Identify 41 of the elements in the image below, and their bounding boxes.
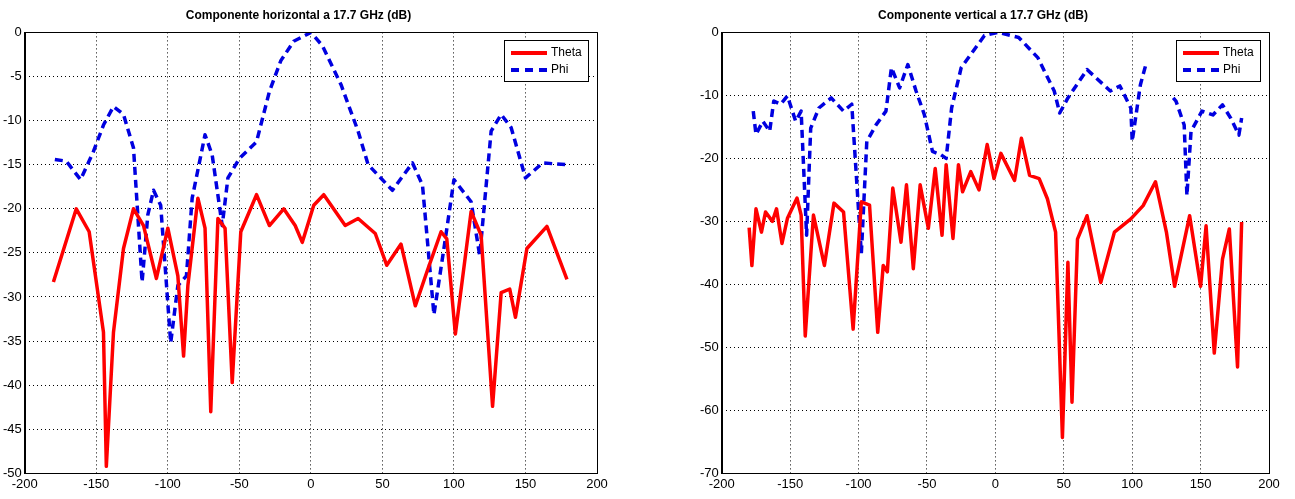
x-tick-label: 200 <box>1258 475 1280 491</box>
x-tick-label: -100 <box>154 475 181 491</box>
chart-title: Componente vertical a 17.7 GHz (dB) <box>877 7 1089 22</box>
chart-title: Componente horizontal a 17.7 GHz (dB) <box>185 7 412 22</box>
y-tick-label: -40 <box>2 376 22 392</box>
y-tick-label: -45 <box>2 420 22 436</box>
x-tick-label: 50 <box>1056 475 1072 491</box>
y-tick-label: 0 <box>14 23 22 39</box>
x-tick-label: 100 <box>443 475 465 491</box>
x-tick-label: 100 <box>1121 475 1144 491</box>
x-tick-label: 0 <box>307 475 315 491</box>
x-tick-label: -150 <box>83 475 110 491</box>
y-tick-label: -25 <box>2 244 22 260</box>
y-tick-label: -10 <box>2 112 22 128</box>
y-tick-label: -35 <box>2 332 22 348</box>
legend-label: Phi <box>1223 61 1241 79</box>
y-tick-label: -20 <box>2 200 22 216</box>
y-tick-label: -60 <box>699 401 719 417</box>
y-tick-label: -20 <box>699 149 719 165</box>
legend-label: Theta <box>1223 44 1254 62</box>
x-tick-label: 150 <box>1189 475 1212 491</box>
y-tick-label: -40 <box>699 275 719 291</box>
y-tick-label: -30 <box>699 212 719 228</box>
y-tick-label: -15 <box>2 156 22 172</box>
x-tick-label: -50 <box>229 475 249 491</box>
x-tick-label: 200 <box>586 475 608 491</box>
x-tick-label: -50 <box>917 475 937 491</box>
x-tick-label: -100 <box>845 475 872 491</box>
y-tick-label: -30 <box>2 288 22 304</box>
x-tick-label: 0 <box>991 475 1000 491</box>
y-tick-label: 0 <box>711 23 719 39</box>
x-tick-label: 50 <box>375 475 390 491</box>
legend-label: Theta <box>551 44 582 62</box>
y-tick-label: -10 <box>699 86 719 102</box>
y-tick-label: -5 <box>10 68 22 84</box>
y-tick-label: -70 <box>699 464 719 480</box>
y-tick-label: -50 <box>2 464 22 480</box>
y-tick-label: -50 <box>699 338 719 354</box>
x-tick-label: -150 <box>777 475 804 491</box>
x-tick-label: 150 <box>514 475 537 491</box>
legend-label: Phi <box>551 61 569 79</box>
